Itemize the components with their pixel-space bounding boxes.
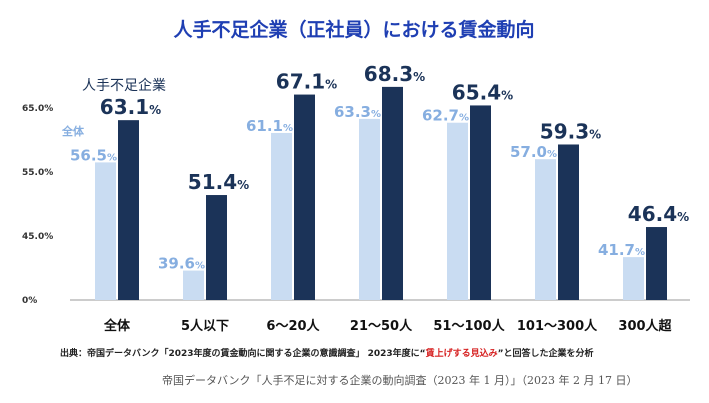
data-label-all-companies: 63.3% [334,103,381,121]
bar-all-companies [447,122,468,300]
bars-group [95,86,667,300]
y-axis: 0% 45.0% 55.0% 65.0% [22,104,53,306]
bar-shortage-companies [470,105,491,300]
y-tick-label: 45.0% [22,232,53,242]
data-label-all-companies: 62.7% [422,107,469,125]
bar-shortage-companies [646,227,667,300]
y-tick-label: 65.0% [22,104,53,114]
data-label-shortage-companies: 65.4% [452,80,513,104]
bar-shortage-companies [206,195,227,300]
x-category-label: 全体 [103,318,131,334]
data-labels-group: 56.5% 63.1% 39.6% 51.4% 61.1% 67.1% 63.3% 68.3%… [70,62,689,273]
bar-all-companies [271,132,292,300]
data-label-shortage-companies: 46.4% [628,202,689,226]
x-category-label: 51～100人 [433,318,505,334]
note-prefix: 出典：帝国データバンク「2023年度の賃金動向に関する企業の意識調査」 2023… [60,347,426,359]
data-label-shortage-companies: 51.4% [188,170,249,194]
chart-title: 人手不足企業（正社員）における賃金動向 [173,18,534,41]
bar-shortage-companies [382,86,403,300]
data-label-shortage-companies: 67.1% [276,70,337,94]
bar-shortage-companies [294,94,315,300]
legend-all-companies: 全体 [61,124,85,138]
data-label-all-companies: 61.1% [246,117,293,135]
x-category-label: 5人以下 [181,318,229,334]
source-citation: 帝国データバンク「人手不足に対する企業の動向調査（2023 年 1 月）」（20… [162,373,638,387]
data-label-all-companies: 56.5% [70,146,117,164]
data-label-all-companies: 41.7% [598,241,645,259]
data-label-all-companies: 57.0% [510,143,557,161]
bar-all-companies [95,162,116,300]
legend-shortage-companies: 人手不足企業 [82,77,166,94]
bar-all-companies [183,270,204,300]
bar-shortage-companies [558,144,579,300]
data-label-shortage-companies: 59.3% [540,119,601,143]
bar-shortage-companies [118,120,139,300]
x-category-label: 101～300人 [517,318,598,334]
data-label-all-companies: 39.6% [158,255,205,273]
bar-all-companies [623,257,644,300]
category-labels-group: 全体 5人以下 6～20人 21～50人 51～100人 101～300人 300人超 [103,318,673,334]
y-tick-label: 0% [22,296,37,306]
x-category-label: 300人超 [618,318,672,334]
data-label-shortage-companies: 63.1% [100,95,161,119]
bar-all-companies [535,159,556,300]
note-suffix: ”と回答した企業を分析 [498,347,594,359]
x-category-label: 21～50人 [350,318,413,334]
data-label-shortage-companies: 68.3% [364,62,425,86]
note-highlight: 賃上げする見込み [425,347,498,359]
y-tick-label: 55.0% [22,168,53,178]
source-note: 出典：帝国データバンク「2023年度の賃金動向に関する企業の意識調査」 2023… [60,347,594,359]
bar-all-companies [359,118,380,300]
x-category-label: 6～20人 [266,318,320,334]
